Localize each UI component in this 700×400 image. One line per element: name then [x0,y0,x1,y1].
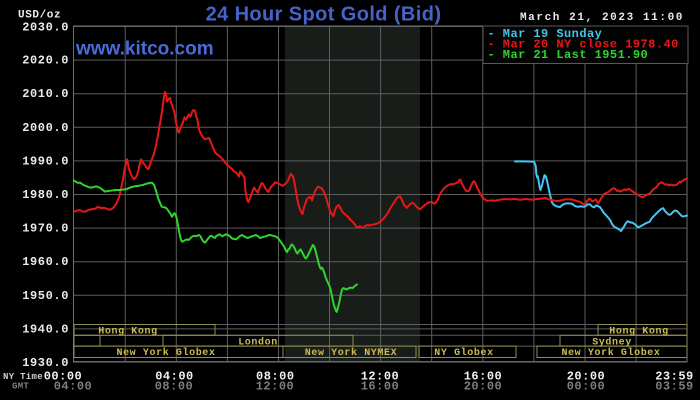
svg-text:08:00: 08:00 [256,370,295,384]
svg-text:NY Globex: NY Globex [434,347,493,359]
svg-text:20:00: 20:00 [464,380,503,394]
svg-text:1990.0: 1990.0 [22,154,69,168]
svg-text:1940.0: 1940.0 [22,322,69,336]
svg-text:- Mar 20 NY close 1978.40: - Mar 20 NY close 1978.40 [488,38,679,52]
svg-text:- Mar 21 Last 1951.90: - Mar 21 Last 1951.90 [488,48,649,62]
svg-text:04:00: 04:00 [155,370,194,384]
svg-text:- Mar 19 Sunday: - Mar 19 Sunday [488,27,603,41]
svg-text:NY Time: NY Time [3,372,43,382]
svg-text:1950.0: 1950.0 [22,289,69,303]
svg-text:2010.0: 2010.0 [22,87,69,101]
svg-text:New York Globex: New York Globex [561,347,660,359]
svg-text:12:00: 12:00 [256,380,295,394]
svg-text:2020.0: 2020.0 [22,54,69,68]
svg-text:Sydney: Sydney [592,336,632,348]
svg-text:1980.0: 1980.0 [22,188,69,202]
svg-text:00:00: 00:00 [567,380,606,394]
svg-text:08:00: 08:00 [155,380,194,394]
svg-text:00:00: 00:00 [44,370,83,384]
svg-text:New York NYMEX: New York NYMEX [305,347,397,359]
svg-text:1930.0: 1930.0 [22,356,69,370]
svg-text:16:00: 16:00 [361,380,400,394]
svg-text:www.kitco.com: www.kitco.com [75,39,214,60]
svg-text:23:59: 23:59 [655,370,694,384]
svg-text:04:00: 04:00 [54,380,93,394]
svg-text:20:00: 20:00 [567,370,606,384]
svg-text:2030.0: 2030.0 [22,21,69,35]
svg-text:Hong Kong: Hong Kong [609,327,668,338]
svg-text:12:00: 12:00 [361,370,400,384]
svg-text:March 21, 2023 11:00: March 21, 2023 11:00 [520,12,684,24]
svg-text:03:59: 03:59 [655,380,694,394]
svg-text:London: London [238,336,278,348]
svg-text:24 Hour Spot Gold (Bid): 24 Hour Spot Gold (Bid) [206,4,442,26]
svg-text:1960.0: 1960.0 [22,255,69,269]
svg-text:New York Globex: New York Globex [116,347,215,359]
svg-text:2000.0: 2000.0 [22,121,69,135]
svg-text:Hong Kong: Hong Kong [98,327,157,338]
svg-text:1970.0: 1970.0 [22,222,69,236]
svg-text:16:00: 16:00 [464,370,503,384]
svg-text:GMT: GMT [12,382,29,392]
svg-text:USD/oz: USD/oz [18,10,61,22]
